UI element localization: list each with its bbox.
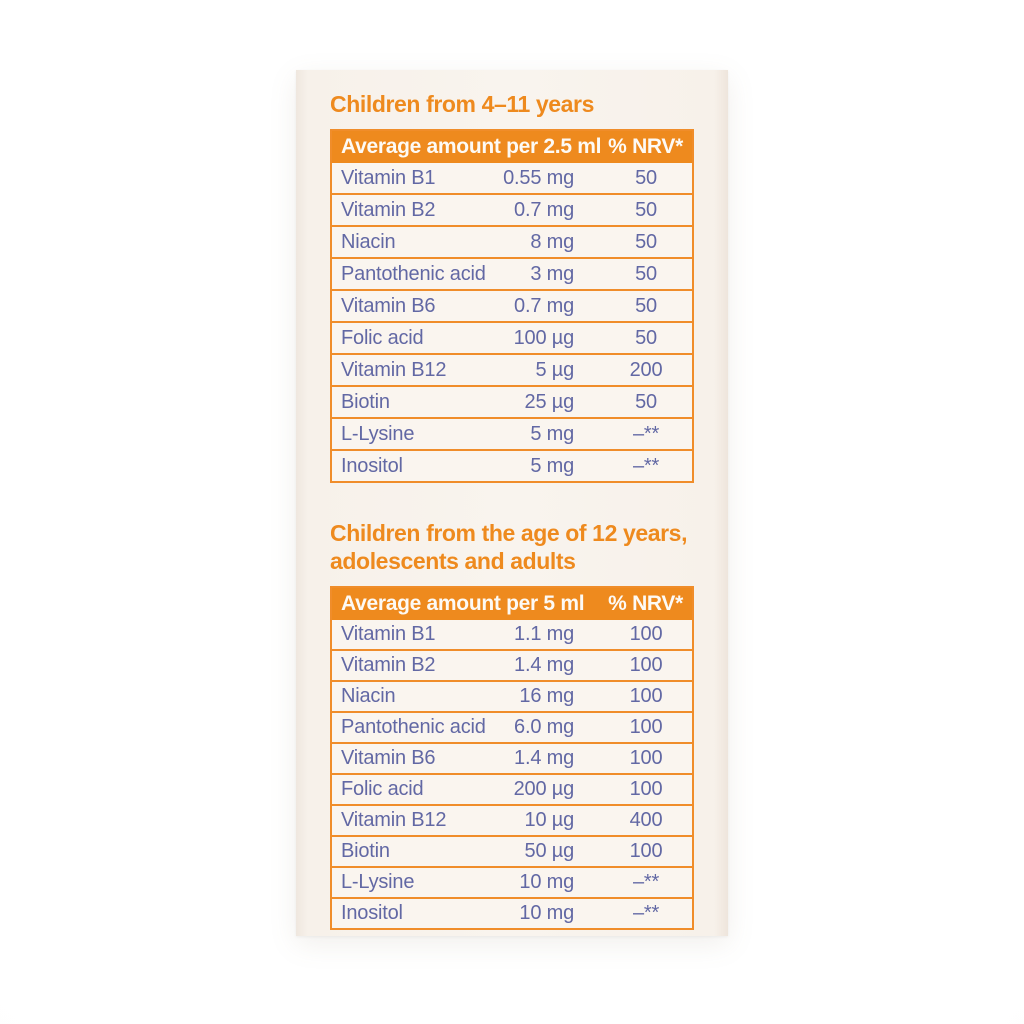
table-row: Folic acid 100 µg 50 [332,321,692,353]
table-row: Pantothenic acid 3 mg 50 [332,257,692,289]
nrv-percent-cell: 50 [635,390,657,413]
table-row: Vitamin B6 1.4 mg 100 [332,742,692,773]
nutrient-name-cell: L-Lysine [341,871,415,893]
amount-cell: 0.55 mg [503,166,574,189]
nutrient-name-cell: Biotin [341,840,390,862]
nrv-percent-cell: –** [632,902,660,924]
table-body: Vitamin B1 0.55 mg 50 Vitamin B2 0.7 mg 50 Nia… [332,163,692,481]
nrv-percent-cell: 50 [635,198,657,221]
amount-cell: 0.7 mg [514,198,574,221]
amount-cell: 8 mg [530,230,574,253]
amount-header-label: Average amount per 2.5 ml [341,135,602,158]
table-row: L-Lysine 5 mg –** [332,417,692,449]
nrv-percent-cell: 50 [635,294,657,317]
table-row: Inositol 10 mg –** [332,897,692,928]
amount-cell: 5 mg [530,454,574,477]
table-row: Biotin 50 µg 100 [332,835,692,866]
nutrition-table-per-5ml: Average amount per 5 ml % NRV* Vitamin B… [330,586,694,930]
amount-cell: 5 µg [535,358,574,381]
nutrient-name-cell: Niacin [341,685,396,707]
nrv-percent-cell: 200 [629,358,663,381]
amount-cell: 3 mg [530,262,574,285]
table-row: Niacin 16 mg 100 [332,680,692,711]
nrv-percent-cell: 50 [635,230,657,253]
nrv-header-label: % NRV* [608,592,683,615]
nrv-percent-cell: 100 [629,747,663,769]
amount-cell: 16 mg [519,685,574,707]
section-children-12-plus: Children from the age of 12 years, adole… [330,519,728,930]
nutrient-name-cell: Vitamin B2 [341,198,436,221]
amount-cell: 5 mg [530,422,574,445]
nrv-percent-cell: –** [632,422,660,445]
amount-cell: 10 mg [519,871,574,893]
nutrient-name-cell: L-Lysine [341,422,415,445]
nrv-percent-cell: 100 [629,716,663,738]
table-row: Niacin 8 mg 50 [332,225,692,257]
nutrient-name-cell: Vitamin B1 [341,623,436,645]
table-row: Vitamin B12 10 µg 400 [332,804,692,835]
nutrient-name-cell: Vitamin B12 [341,809,447,831]
nrv-percent-cell: 400 [629,809,663,831]
table-row: Vitamin B6 0.7 mg 50 [332,289,692,321]
amount-header-label: Average amount per 5 ml [341,592,585,615]
nrv-percent-cell: 50 [635,166,657,189]
amount-cell: 1.1 mg [514,623,574,645]
nrv-header-label: % NRV* [608,135,683,158]
nutrition-table-per-2-5ml: Average amount per 2.5 ml % NRV* Vitamin… [330,129,694,483]
amount-cell: 100 µg [513,326,575,349]
section-heading-children-4-11: Children from 4–11 years [330,91,594,117]
table-header-row: Average amount per 5 ml % NRV* [332,588,692,620]
section-children-4-11: Children from 4–11 years Average amount … [330,90,728,483]
nrv-percent-cell: 100 [629,623,663,645]
amount-cell: 200 µg [513,778,575,800]
nutrient-name-cell: Folic acid [341,778,424,800]
nrv-percent-cell: 100 [629,685,663,707]
amount-cell: 25 µg [524,390,575,413]
supplement-package-panel: Children from 4–11 years Average amount … [296,70,728,936]
amount-cell: 10 mg [519,902,574,924]
nrv-percent-cell: –** [632,871,660,893]
table-row: Folic acid 200 µg 100 [332,773,692,804]
table-row: Vitamin B1 1.1 mg 100 [332,620,692,649]
nutrient-name-cell: Biotin [341,390,390,413]
amount-cell: 0.7 mg [514,294,574,317]
table-row: Inositol 5 mg –** [332,449,692,481]
nutrient-name-cell: Inositol [341,902,403,924]
nutrient-name-cell: Vitamin B12 [341,358,447,381]
nutrient-name-cell: Vitamin B6 [341,294,436,317]
nutrient-name-cell: Inositol [341,454,403,477]
nrv-percent-cell: 50 [635,262,657,285]
amount-cell: 1.4 mg [514,747,574,769]
amount-cell: 50 µg [524,840,575,862]
section-heading-children-12-plus: Children from the age of 12 years, adole… [330,520,688,574]
nrv-percent-cell: 50 [635,326,657,349]
table-row: Vitamin B12 5 µg 200 [332,353,692,385]
nrv-percent-cell: 100 [629,654,663,676]
table-row: L-Lysine 10 mg –** [332,866,692,897]
amount-cell: 6.0 mg [514,716,574,738]
amount-cell: 1.4 mg [514,654,574,676]
table-body: Vitamin B1 1.1 mg 100 Vitamin B2 1.4 mg 100 Ni… [332,620,692,928]
table-row: Pantothenic acid 6.0 mg 100 [332,711,692,742]
amount-cell: 10 µg [524,809,575,831]
nrv-percent-cell: –** [632,454,660,477]
nutrient-name-cell: Folic acid [341,326,424,349]
nutrient-name-cell: Pantothenic acid [341,716,486,738]
nutrient-name-cell: Vitamin B6 [341,747,436,769]
table-row: Vitamin B1 0.55 mg 50 [332,163,692,193]
nutrient-name-cell: Pantothenic acid [341,262,486,285]
table-header-row: Average amount per 2.5 ml % NRV* [332,131,692,163]
table-row: Biotin 25 µg 50 [332,385,692,417]
nutrient-name-cell: Niacin [341,230,396,253]
table-row: Vitamin B2 1.4 mg 100 [332,649,692,680]
nutrient-name-cell: Vitamin B2 [341,654,436,676]
nrv-percent-cell: 100 [629,840,663,862]
table-row: Vitamin B2 0.7 mg 50 [332,193,692,225]
nutrient-name-cell: Vitamin B1 [341,166,436,189]
nrv-percent-cell: 100 [629,778,663,800]
